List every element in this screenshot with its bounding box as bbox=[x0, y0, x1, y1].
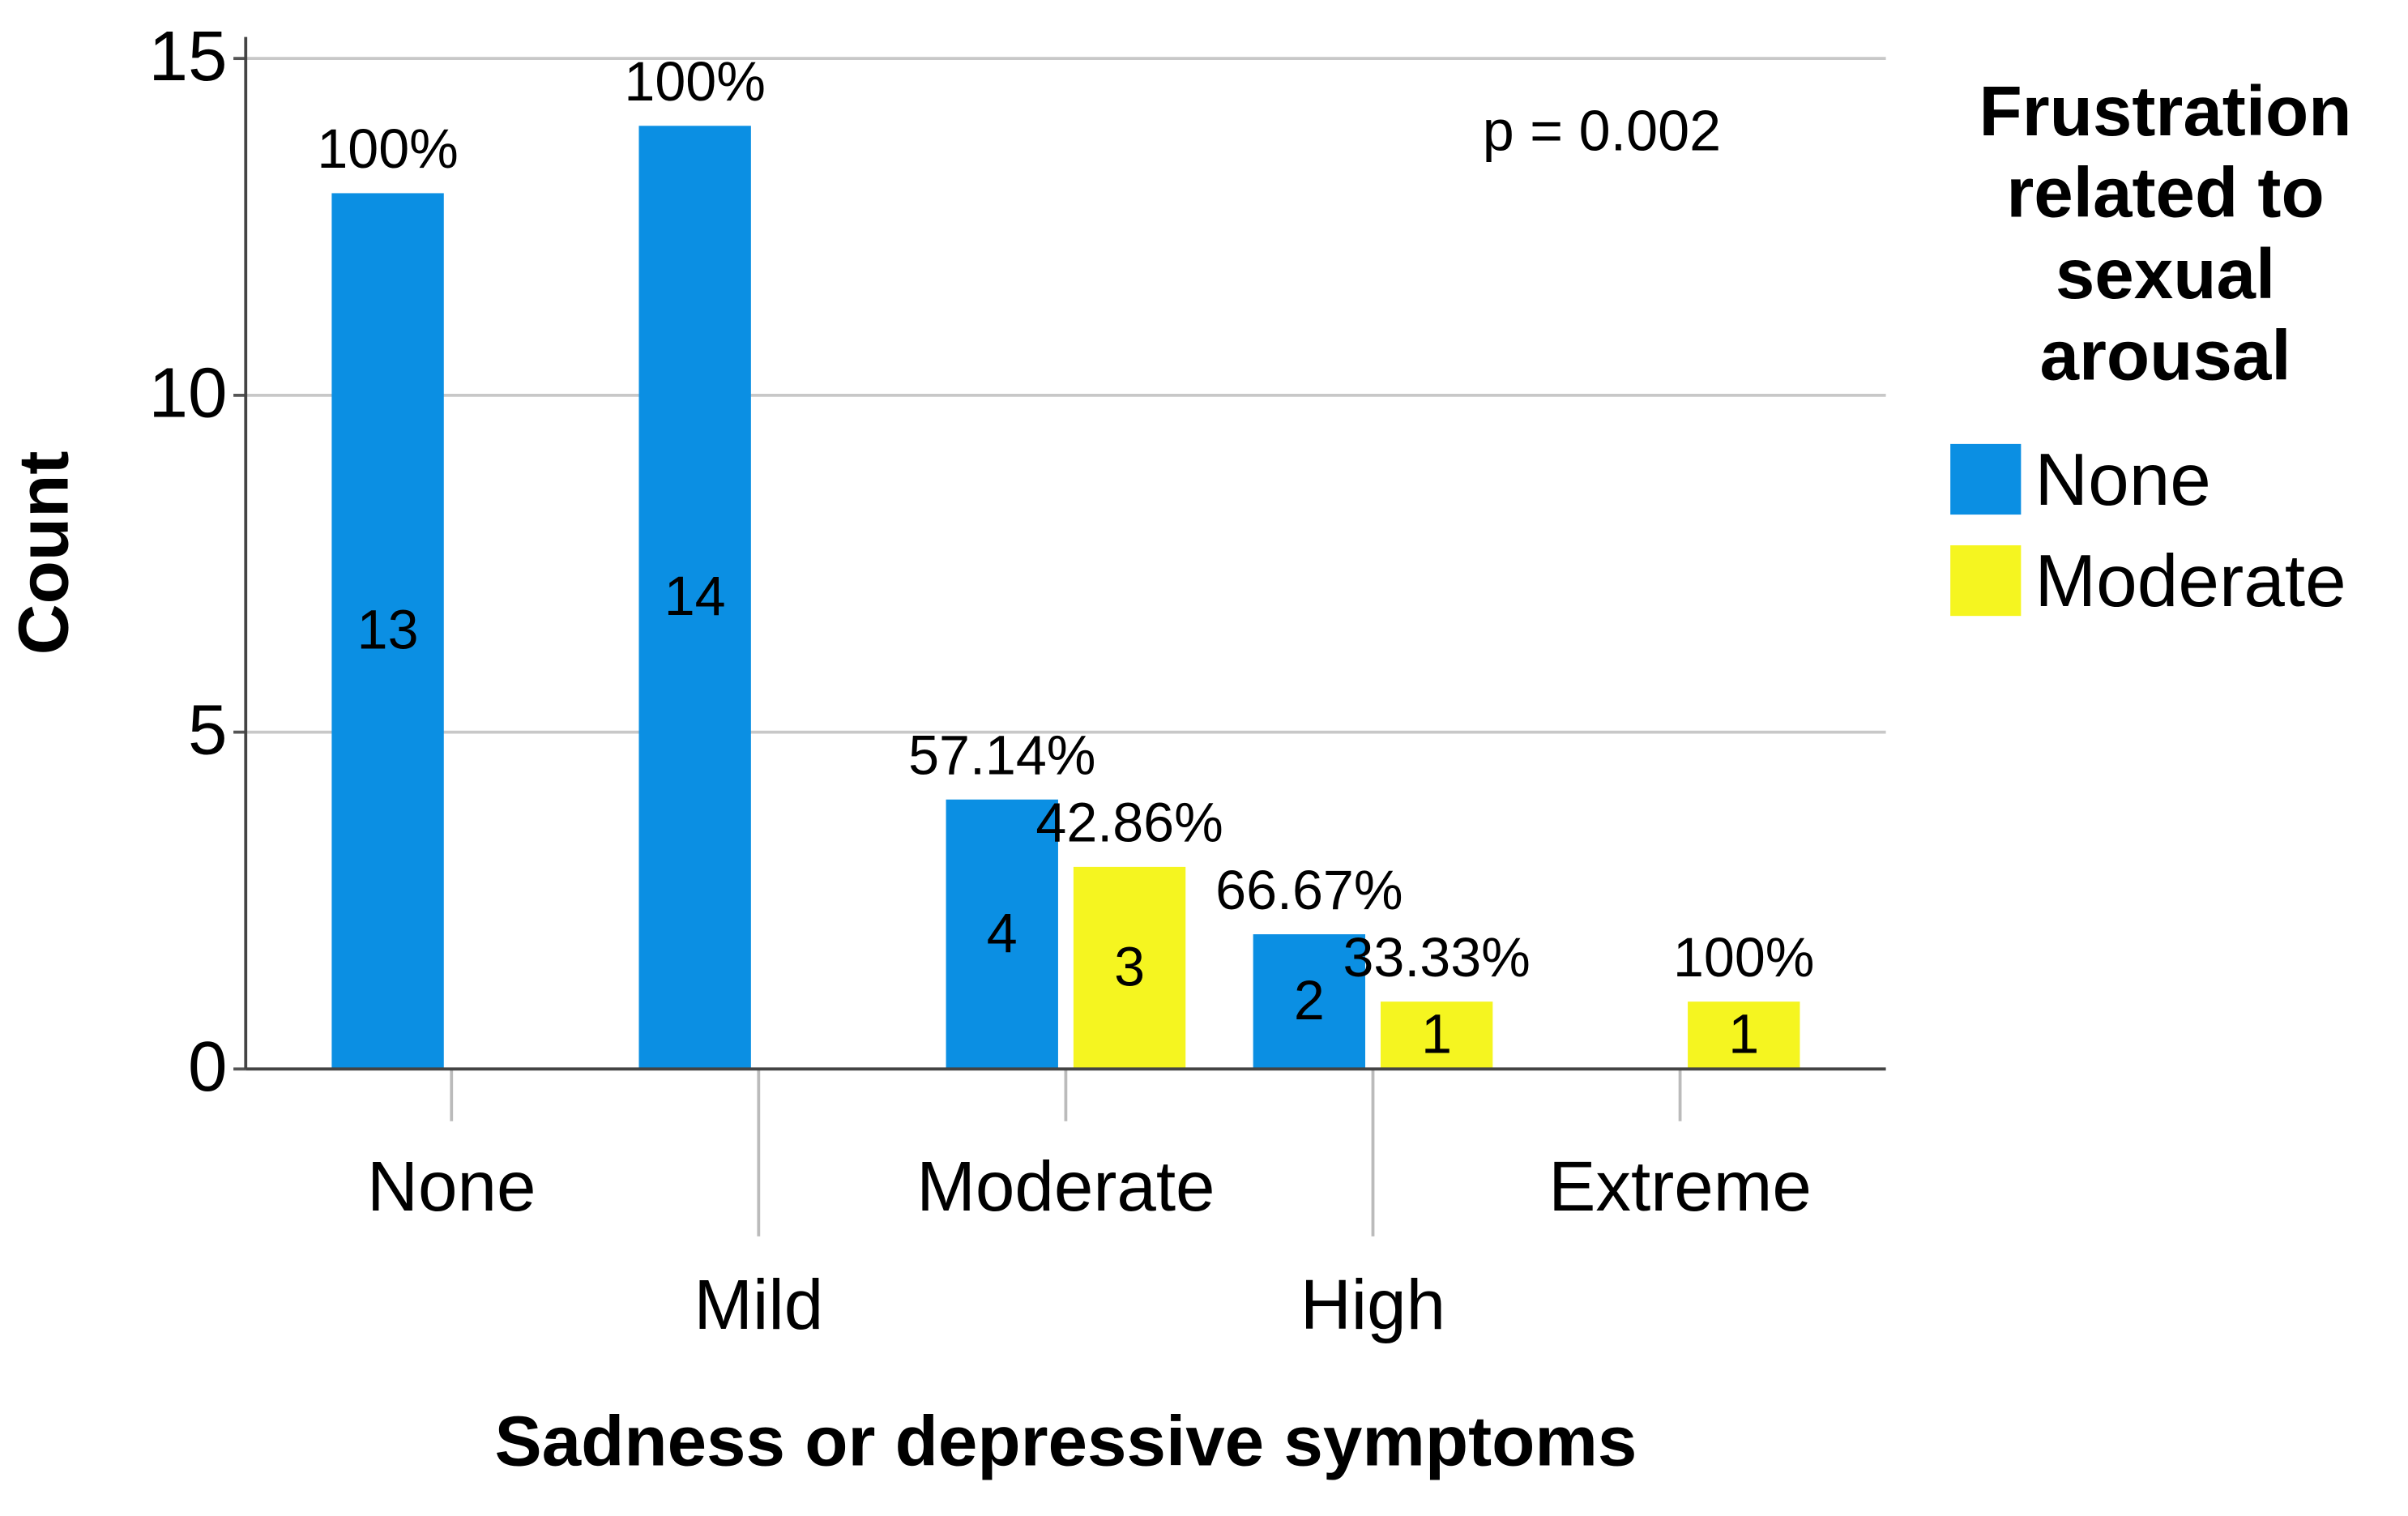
bar-count-label: 1 bbox=[1728, 1004, 1759, 1065]
legend-swatch bbox=[1950, 544, 2022, 617]
legend-label: Moderate bbox=[2034, 540, 2346, 622]
x-tick-label: None bbox=[367, 1147, 536, 1226]
bar bbox=[1688, 1001, 1800, 1070]
x-tick-label: Mild bbox=[694, 1266, 823, 1344]
bar-count-label: 14 bbox=[664, 566, 726, 627]
legend-swatch bbox=[1950, 443, 2022, 515]
bar-count-label: 3 bbox=[1114, 936, 1145, 997]
bar bbox=[1380, 1001, 1493, 1070]
bar-percent-label: 33.33% bbox=[1343, 927, 1530, 989]
bar bbox=[1073, 866, 1186, 1070]
legend-title: sexual bbox=[2056, 235, 2275, 314]
bar bbox=[946, 799, 1058, 1070]
y-tick-label: 15 bbox=[149, 17, 228, 96]
bar-count-label: 2 bbox=[1294, 970, 1325, 1031]
legend-title: arousal bbox=[2039, 317, 2291, 395]
legend-title: related to bbox=[2006, 154, 2324, 233]
legend-label: None bbox=[2034, 439, 2210, 521]
bar-count-label: 4 bbox=[987, 903, 1018, 964]
y-tick-label: 10 bbox=[149, 354, 228, 433]
legend-title: Frustration bbox=[1979, 72, 2351, 151]
bar bbox=[331, 193, 444, 1070]
bar bbox=[1253, 934, 1366, 1070]
bar-percent-label: 66.67% bbox=[1215, 860, 1403, 921]
bar-percent-label: 100% bbox=[624, 51, 765, 113]
x-tick-label: High bbox=[1300, 1266, 1445, 1344]
x-axis-title: Sadness or depressive symptoms bbox=[494, 1403, 1637, 1481]
bar-percent-label: 42.86% bbox=[1035, 792, 1223, 854]
bar-percent-label: 100% bbox=[1673, 927, 1814, 989]
x-tick-label: Extreme bbox=[1548, 1147, 1812, 1226]
y-tick-label: 0 bbox=[188, 1027, 227, 1106]
bar-count-label: 13 bbox=[357, 600, 419, 661]
y-tick-label: 5 bbox=[188, 690, 227, 769]
y-axis-title: Count bbox=[5, 451, 83, 656]
bar bbox=[638, 126, 751, 1070]
x-tick-label: Moderate bbox=[916, 1147, 1215, 1226]
bar-percent-label: 57.14% bbox=[908, 724, 1095, 786]
bar-count-label: 1 bbox=[1421, 1004, 1452, 1065]
bar-percent-label: 100% bbox=[317, 118, 458, 180]
annotation: p = 0.002 bbox=[1483, 99, 1721, 162]
